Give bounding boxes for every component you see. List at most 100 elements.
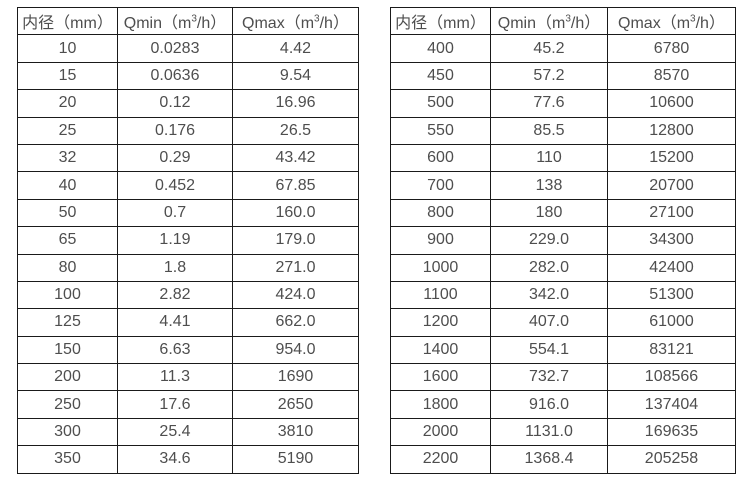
flow-spec-table-small-diameters: 内径（mm） Qmin（m3/h） Qmax（m3/h） 10 0.0283 4.4… bbox=[17, 6, 359, 474]
table-cell: 1200 bbox=[390, 308, 491, 337]
table-cell: 2650 bbox=[232, 390, 359, 419]
table-cell: 85.5 bbox=[490, 116, 608, 145]
table-row: 800 180 27100 bbox=[390, 198, 736, 228]
table-cell: 4.42 bbox=[232, 34, 359, 63]
table-cell: 0.0636 bbox=[117, 61, 233, 91]
table-cell: 108566 bbox=[607, 363, 736, 392]
table-cell: 342.0 bbox=[490, 280, 608, 310]
table-cell: 6780 bbox=[607, 34, 736, 63]
table-row: 1800 916.0 137404 bbox=[390, 390, 736, 419]
table-row: 1100 342.0 51300 bbox=[390, 280, 736, 310]
table-cell: 1000 bbox=[390, 253, 491, 282]
table-cell: 67.85 bbox=[232, 171, 359, 200]
table-body: 400 45.2 6780 450 57.2 8570 500 77.6 10600 550 85.… bbox=[390, 34, 736, 474]
table-cell: 600 bbox=[390, 143, 491, 173]
table-cell: 32 bbox=[17, 143, 118, 173]
table-cell: 20700 bbox=[607, 171, 736, 200]
table-cell: 424.0 bbox=[232, 280, 359, 310]
table-cell: 100 bbox=[17, 280, 118, 310]
table-cell: 160.0 bbox=[232, 198, 359, 228]
header-qmax: Qmax（m3/h） bbox=[607, 6, 736, 36]
table-cell: 25.4 bbox=[117, 417, 233, 447]
header-diameter: 内径（mm） bbox=[390, 6, 491, 36]
table-row: 80 1.8 271.0 bbox=[17, 253, 359, 282]
table-row: 400 45.2 6780 bbox=[390, 34, 736, 63]
table-row: 250 17.6 2650 bbox=[17, 390, 359, 419]
table-cell: 1800 bbox=[390, 390, 491, 419]
table-cell: 169635 bbox=[607, 417, 736, 447]
table-cell: 800 bbox=[390, 198, 491, 228]
table-cell: 1600 bbox=[390, 363, 491, 392]
superscript-3: 3 bbox=[314, 13, 320, 25]
table-row: 50 0.7 160.0 bbox=[17, 198, 359, 228]
table-cell: 250 bbox=[17, 390, 118, 419]
table-cell: 2.82 bbox=[117, 280, 233, 310]
table-cell: 138 bbox=[490, 171, 608, 200]
table-cell: 6.63 bbox=[117, 335, 233, 365]
table-row: 700 138 20700 bbox=[390, 171, 736, 200]
table-cell: 205258 bbox=[607, 445, 736, 474]
table-cell: 450 bbox=[390, 61, 491, 91]
table-row: 100 2.82 424.0 bbox=[17, 280, 359, 310]
table-row: 900 229.0 34300 bbox=[390, 226, 736, 255]
table-cell: 15 bbox=[17, 61, 118, 91]
table-cell: 17.6 bbox=[117, 390, 233, 419]
table-cell: 15200 bbox=[607, 143, 736, 173]
superscript-3: 3 bbox=[565, 13, 571, 25]
header-qmax-unit-end: /h） bbox=[695, 15, 725, 33]
table-body: 10 0.0283 4.42 15 0.0636 9.54 20 0.12 16.96 25 0.1… bbox=[17, 34, 359, 474]
table-cell: 61000 bbox=[607, 308, 736, 337]
table-cell: 550 bbox=[390, 116, 491, 145]
header-row: 内径（mm） Qmin（m3/h） Qmax（m3/h） bbox=[17, 6, 359, 36]
table-row: 550 85.5 12800 bbox=[390, 116, 736, 145]
table-cell: 1400 bbox=[390, 335, 491, 365]
table-cell: 45.2 bbox=[490, 34, 608, 63]
table-cell: 662.0 bbox=[232, 308, 359, 337]
table-cell: 1100 bbox=[390, 280, 491, 310]
table-cell: 229.0 bbox=[490, 226, 608, 255]
table-cell: 8570 bbox=[607, 61, 736, 91]
table-cell: 2200 bbox=[390, 445, 491, 474]
header-qmax: Qmax（m3/h） bbox=[232, 6, 359, 36]
table-cell: 2000 bbox=[390, 417, 491, 447]
table-cell: 407.0 bbox=[490, 308, 608, 337]
table-cell: 1131.0 bbox=[490, 417, 608, 447]
table-row: 40 0.452 67.85 bbox=[17, 171, 359, 200]
table-row: 1200 407.0 61000 bbox=[390, 308, 736, 337]
table-cell: 34.6 bbox=[117, 445, 233, 474]
table-cell: 1.19 bbox=[117, 226, 233, 255]
table-cell: 554.1 bbox=[490, 335, 608, 365]
header-qmin-unit-end: /h） bbox=[570, 15, 601, 33]
table-cell: 916.0 bbox=[490, 390, 608, 419]
table-cell: 25 bbox=[17, 116, 118, 145]
table-cell: 20 bbox=[17, 89, 118, 118]
table-row: 150 6.63 954.0 bbox=[17, 335, 359, 365]
table-cell: 110 bbox=[490, 143, 608, 173]
header-qmax-text: Qmax（m bbox=[242, 15, 315, 33]
table-cell: 0.7 bbox=[117, 198, 233, 228]
table-row: 300 25.4 3810 bbox=[17, 417, 359, 447]
table-cell: 125 bbox=[17, 308, 118, 337]
table-row: 1000 282.0 42400 bbox=[390, 253, 736, 282]
table-row: 125 4.41 662.0 bbox=[17, 308, 359, 337]
table-cell: 80 bbox=[17, 253, 118, 282]
table-cell: 4.41 bbox=[117, 308, 233, 337]
table-cell: 50 bbox=[17, 198, 118, 228]
table-cell: 10 bbox=[17, 34, 118, 63]
table-row: 350 34.6 5190 bbox=[17, 445, 359, 474]
table-cell: 300 bbox=[17, 417, 118, 447]
table-cell: 400 bbox=[390, 34, 491, 63]
table-cell: 500 bbox=[390, 89, 491, 118]
table-cell: 42400 bbox=[607, 253, 736, 282]
table-row: 15 0.0636 9.54 bbox=[17, 61, 359, 91]
table-cell: 9.54 bbox=[232, 61, 359, 91]
table-cell: 0.452 bbox=[117, 171, 233, 200]
table-row: 10 0.0283 4.42 bbox=[17, 34, 359, 63]
table-cell: 0.29 bbox=[117, 143, 233, 173]
table-cell: 137404 bbox=[607, 390, 736, 419]
table-row: 20 0.12 16.96 bbox=[17, 89, 359, 118]
table-cell: 11.3 bbox=[117, 363, 233, 392]
table-cell: 200 bbox=[17, 363, 118, 392]
table-cell: 179.0 bbox=[232, 226, 359, 255]
header-qmax-text: Qmax（m bbox=[618, 15, 691, 33]
